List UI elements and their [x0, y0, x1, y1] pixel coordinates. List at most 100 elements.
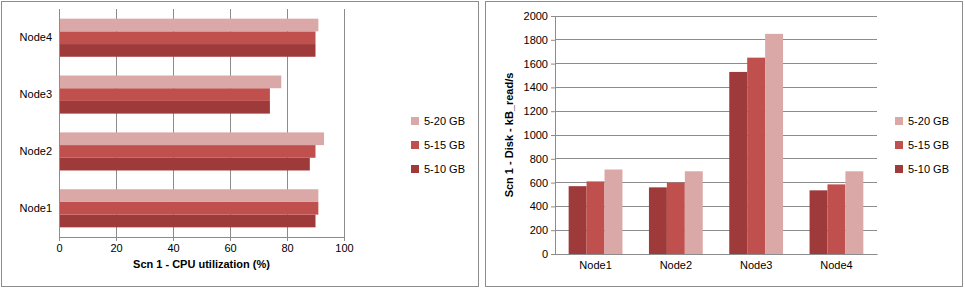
- tick: 0: [542, 248, 555, 260]
- tick-label: 1000: [524, 129, 548, 141]
- tick-label: 2000: [524, 10, 548, 22]
- legend-label: 5-20 GB: [424, 115, 465, 127]
- tick-mark: [551, 64, 555, 65]
- tick-mark: [173, 237, 174, 241]
- bar: [827, 184, 845, 254]
- grid: [555, 16, 877, 254]
- tick-mark: [551, 40, 555, 41]
- tick-mark: [551, 16, 555, 17]
- grid-line: [59, 9, 60, 237]
- chart-panel: 020406080100Node1Node2Node3Node4Scn 1 - …: [2, 2, 479, 287]
- legend-label: 5-10 GB: [424, 163, 465, 175]
- axis-title: Scn 1 - Disk - kB_read/s: [503, 73, 515, 198]
- tick-label: 800: [530, 153, 548, 165]
- bar: [59, 31, 316, 44]
- legend-label: 5-20 GB: [908, 115, 949, 127]
- grid-line: [555, 63, 877, 64]
- legend-swatch: [411, 141, 419, 149]
- tick-label: 400: [530, 200, 548, 212]
- tick: 40: [167, 237, 179, 254]
- tick-label: 200: [530, 224, 548, 236]
- bar: [649, 187, 667, 254]
- legend-label: 5-15 GB: [424, 139, 465, 151]
- tick: 1400: [524, 81, 555, 93]
- chart-canvas: 020406080100Node1Node2Node3Node4Scn 1 - …: [0, 0, 965, 288]
- tick-label: Node3: [20, 88, 52, 100]
- tick-label: 0: [542, 248, 548, 260]
- axis-line: [551, 17, 556, 255]
- tick-label: 0: [56, 242, 62, 254]
- grid-line: [555, 111, 877, 112]
- bars: [569, 34, 864, 254]
- tick: 80: [281, 237, 293, 254]
- tick-label: Node4: [820, 259, 852, 271]
- bar: [587, 181, 605, 254]
- tick-label: Node3: [740, 259, 772, 271]
- tick: 400: [530, 200, 555, 212]
- bar: [59, 158, 310, 171]
- category-axis: Node1 Node2 Node3 Node4: [556, 255, 878, 271]
- bar: [59, 76, 281, 89]
- bar: [59, 202, 318, 215]
- bar: [667, 183, 685, 254]
- bar: [845, 171, 863, 254]
- bar: [59, 132, 324, 145]
- legend-swatch: [895, 141, 903, 149]
- panel-frame: [486, 2, 963, 287]
- axis-line: [556, 254, 878, 255]
- value-axis: 020406080100: [56, 237, 353, 254]
- panel-frame: [2, 2, 479, 287]
- tick: 1800: [524, 34, 555, 46]
- tick-label: Node4: [20, 31, 52, 43]
- axis-line: [60, 238, 345, 242]
- tick: Node4: [20, 31, 52, 43]
- tick-label: Node1: [579, 259, 611, 271]
- axis-title: Scn 1 - CPU utilization (%): [133, 258, 270, 270]
- bar: [59, 189, 318, 202]
- tick-label: 40: [167, 242, 179, 254]
- tick: Node2: [20, 145, 52, 157]
- tick: Node3: [20, 88, 52, 100]
- bar: [59, 215, 316, 228]
- bar: [59, 19, 318, 32]
- tick-label: 1600: [524, 58, 548, 70]
- tick: Node3: [740, 259, 772, 271]
- tick-label: 80: [281, 242, 293, 254]
- tick-mark: [551, 87, 555, 88]
- tick-label: Node2: [20, 145, 52, 157]
- legend-swatch: [411, 165, 419, 173]
- tick-mark: [551, 111, 555, 112]
- bar: [59, 44, 316, 57]
- tick-label: 20: [110, 242, 122, 254]
- value-axis: 0 200 400 600 800 1000 1200 1400 1600 1800 2000: [524, 10, 556, 260]
- grid-line: [555, 16, 877, 17]
- tick-mark: [59, 237, 60, 241]
- tick: Node4: [820, 259, 852, 271]
- tick: 1600: [524, 58, 555, 70]
- tick-label: Node2: [660, 259, 692, 271]
- tick-mark: [344, 237, 345, 241]
- grid-line: [555, 135, 877, 136]
- bar: [59, 88, 270, 101]
- legend-swatch: [895, 117, 903, 125]
- chart-panel: 0 200 400 600 800 1000 1200 1400 1600 1800 2000 Nod…: [486, 2, 963, 287]
- bar: [810, 190, 828, 254]
- tick-label: 100: [335, 242, 353, 254]
- bar: [765, 34, 783, 254]
- tick: 600: [530, 177, 555, 189]
- bar: [747, 58, 765, 254]
- grid-line: [344, 9, 345, 237]
- legend-swatch: [411, 117, 419, 125]
- tick-mark: [551, 183, 555, 184]
- tick-label: 1400: [524, 81, 548, 93]
- tick-label: 1200: [524, 105, 548, 117]
- tick: 1200: [524, 105, 555, 117]
- category-axis: Node1Node2Node3Node4: [20, 10, 60, 238]
- tick-label: 600: [530, 177, 548, 189]
- tick: 800: [530, 153, 555, 165]
- tick: 0: [56, 237, 62, 254]
- tick: Node1: [579, 259, 611, 271]
- bar: [685, 171, 703, 254]
- tick: 100: [335, 237, 353, 254]
- legend: 5-20 GB5-15 GB5-10 GB: [895, 115, 949, 175]
